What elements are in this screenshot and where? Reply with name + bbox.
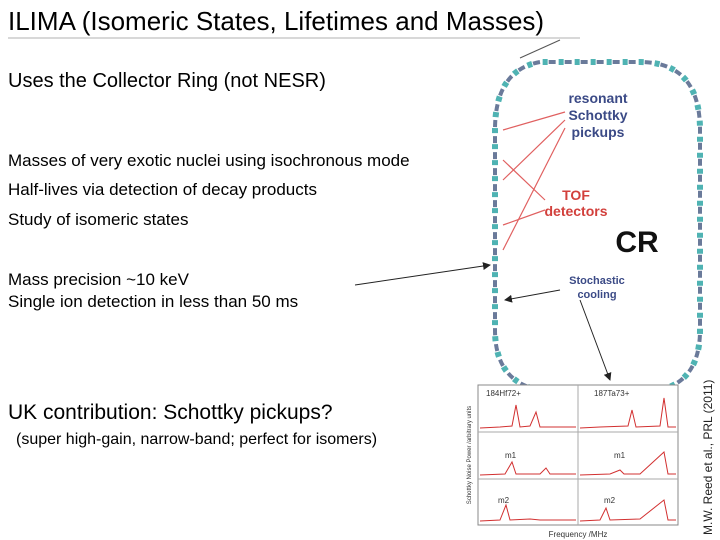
leader	[519, 39, 561, 59]
ion-label: 187Ta73+	[594, 389, 630, 398]
ring	[493, 60, 702, 394]
pointer	[502, 209, 546, 226]
pointer	[502, 119, 566, 181]
bullet: Masses of very exotic nuclei using isoch…	[8, 151, 410, 170]
bullet: Study of isomeric states	[8, 210, 189, 229]
performance: Single ion detection in less than 50 ms	[8, 292, 299, 311]
isomer-label: m2	[604, 496, 616, 505]
pickups-label: pickups	[572, 124, 625, 140]
performance: Mass precision ~10 keV	[8, 270, 189, 289]
arrow	[579, 299, 612, 381]
isomer-label: m1	[505, 451, 517, 460]
title: ILIMA (Isomeric States, Lifetimes and Ma…	[8, 6, 545, 36]
arrow	[354, 262, 491, 286]
tof-label: detectors	[544, 203, 607, 219]
trace	[479, 460, 576, 476]
pickups-label: Schottky	[568, 107, 627, 123]
uk-note: (super high-gain, narrow-band; perfect f…	[16, 431, 378, 448]
pointer	[502, 111, 566, 131]
isomer-label: m2	[498, 496, 510, 505]
trace	[479, 503, 576, 522]
spectrum: 184Hf72+ 187Ta73+ m1 m1 m2 m2 Frequency …	[467, 384, 679, 539]
ion-label: 184Hf72+	[486, 389, 521, 398]
trace	[579, 451, 676, 476]
pickups-label: resonant	[568, 90, 627, 106]
citation: M.W. Reed et al., PRL (2011)	[701, 380, 715, 535]
trace	[579, 499, 676, 522]
isomer-label: m1	[614, 451, 626, 460]
cooling-label: Stochastic	[569, 275, 625, 287]
uk-heading: UK contribution: Schottky pickups?	[8, 401, 333, 424]
trace	[479, 404, 576, 429]
tof-label: TOF	[562, 187, 590, 203]
pointer	[502, 159, 546, 201]
bullet: Half-lives via detection of decay produc…	[8, 180, 317, 199]
ring-label: CR	[615, 226, 659, 259]
x-axis-label: Frequency /MHz	[549, 530, 608, 539]
cooling-label: cooling	[577, 289, 616, 301]
trace	[579, 397, 676, 429]
subtitle: Uses the Collector Ring (not NESR)	[8, 70, 326, 92]
arrow	[504, 289, 561, 303]
y-axis-label: Schottky Noise Power /arbitrary units	[467, 406, 473, 504]
